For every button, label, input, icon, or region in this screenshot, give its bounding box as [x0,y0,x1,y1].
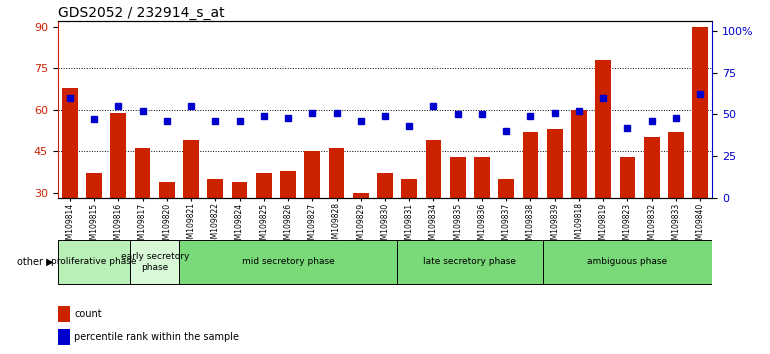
Bar [401,179,417,198]
Bar [692,27,708,198]
Bar [450,157,466,198]
Bar [58,306,69,321]
Text: ambiguous phase: ambiguous phase [588,257,668,267]
Bar [620,157,635,198]
Bar [110,113,126,198]
Bar [135,148,150,198]
Text: early secretory
phase: early secretory phase [121,252,189,272]
Bar [523,132,538,198]
Text: late secretory phase: late secretory phase [424,257,517,267]
Bar [668,132,684,198]
Bar [58,329,69,345]
Text: percentile rank within the sample: percentile rank within the sample [74,332,239,342]
FancyBboxPatch shape [58,240,130,284]
FancyBboxPatch shape [397,240,543,284]
Bar [256,173,272,198]
Text: other ▶: other ▶ [17,257,54,267]
Bar [86,173,102,198]
Bar [644,137,660,198]
Text: GDS2052 / 232914_s_at: GDS2052 / 232914_s_at [58,6,224,20]
FancyBboxPatch shape [130,240,179,284]
Bar [232,182,247,198]
Text: count: count [74,309,102,319]
Bar [426,140,441,198]
Bar [207,179,223,198]
Bar [474,157,490,198]
Bar [571,110,587,198]
Text: mid secretory phase: mid secretory phase [242,257,334,267]
Bar [353,193,369,198]
Text: proliferative phase: proliferative phase [52,257,137,267]
Bar [595,60,611,198]
FancyBboxPatch shape [179,240,397,284]
Bar [280,171,296,198]
Bar [304,151,320,198]
Bar [547,129,563,198]
Bar [377,173,393,198]
FancyBboxPatch shape [543,240,712,284]
Bar [498,179,514,198]
Bar [183,140,199,198]
Bar [62,88,78,198]
Bar [329,148,344,198]
Bar [159,182,175,198]
